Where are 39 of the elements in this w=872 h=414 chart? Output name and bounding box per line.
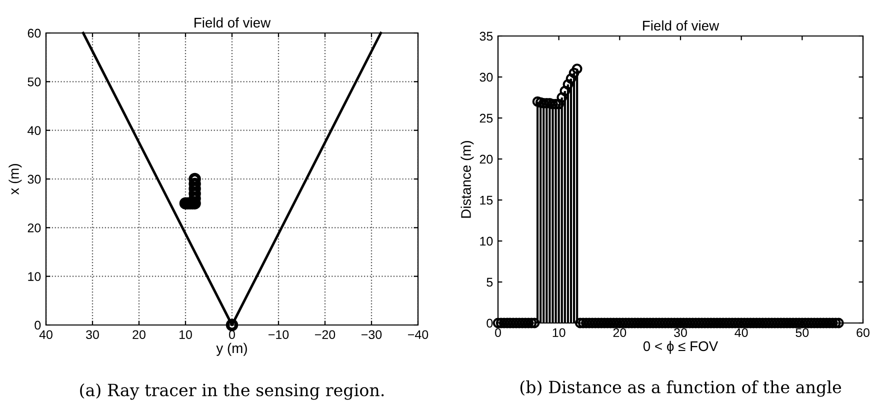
y-tick-label: 50 xyxy=(28,77,41,86)
text: (a) Ray tracer in the sensing region. xyxy=(80,383,384,400)
y-axis-title: x (m) xyxy=(8,164,22,195)
x-tick-label: 40 xyxy=(39,330,52,340)
x-tick-label: −20 xyxy=(315,330,336,340)
y-tick-label: 35 xyxy=(480,32,493,41)
y-tick-label: 10 xyxy=(28,272,41,281)
x-tick-label: 10 xyxy=(180,330,192,340)
x-axis-title: y (m) xyxy=(216,342,247,356)
y-tick-label: 10 xyxy=(480,236,493,246)
x-tick-label: 0 xyxy=(229,330,235,340)
y-tick-label: 30 xyxy=(480,72,493,82)
text: (b) Distance as a function of the angle xyxy=(520,380,842,397)
x-tick-label: −10 xyxy=(268,330,289,340)
x-tick-label: 50 xyxy=(796,328,809,338)
x-tick-label: 0 xyxy=(495,328,501,338)
y-tick-label: 25 xyxy=(480,114,493,123)
x-tick-label: 40 xyxy=(734,328,748,338)
y-tick-label: 0 xyxy=(34,320,41,330)
x-tick-label: 30 xyxy=(86,330,99,340)
x-tick-label: 10 xyxy=(552,328,566,338)
y-tick-label: 60 xyxy=(28,28,41,38)
y-tick-label: 5 xyxy=(486,278,493,287)
x-tick-label: 30 xyxy=(674,328,687,338)
y-tick-label: 40 xyxy=(28,126,41,135)
y-axis-title: Distance (m) xyxy=(460,141,474,218)
chart-title: Field of view xyxy=(194,17,271,28)
y-tick-label: 20 xyxy=(28,223,41,232)
x-tick-label: 20 xyxy=(613,328,626,338)
y-tick-label: 20 xyxy=(480,154,493,164)
x-tick-label: 20 xyxy=(132,330,146,340)
x-axis-title: 0 < ϕ ≤ FOV xyxy=(643,340,718,354)
x-tick-label: 60 xyxy=(856,328,870,338)
x-tick-label: −40 xyxy=(408,330,428,340)
y-tick-label: 30 xyxy=(28,174,41,184)
chart-title: Field of view xyxy=(643,20,720,31)
y-tick-label: 0 xyxy=(486,318,493,328)
y-tick-label: 15 xyxy=(480,196,493,205)
x-tick-label: −30 xyxy=(362,330,382,340)
